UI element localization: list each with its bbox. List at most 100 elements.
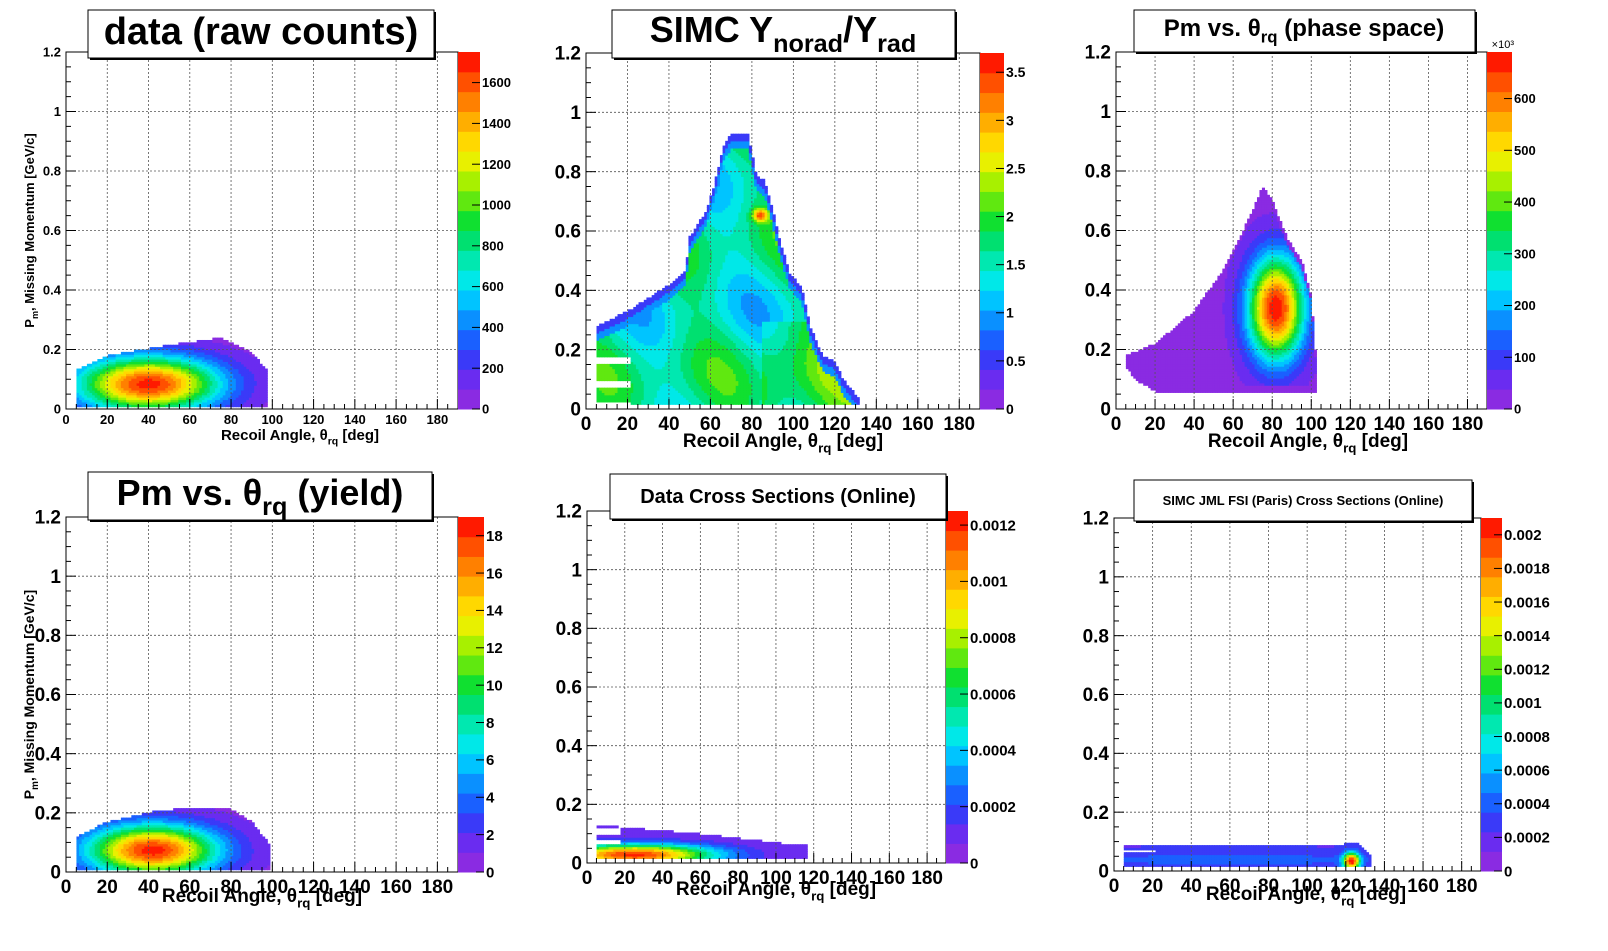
heatmap-cell bbox=[196, 392, 200, 396]
heatmap-cell bbox=[248, 392, 253, 396]
heatmap-cell bbox=[183, 347, 187, 351]
heatmap-cell bbox=[609, 344, 613, 348]
heatmap-cell bbox=[173, 399, 177, 403]
heatmap-cell bbox=[188, 389, 193, 393]
heatmap-cell bbox=[248, 370, 253, 374]
z-tick-label: 400 bbox=[482, 320, 504, 335]
heatmap-cell bbox=[141, 401, 145, 405]
heatmap-cell bbox=[147, 356, 151, 360]
heatmap-cell bbox=[220, 337, 224, 341]
heatmap-cell bbox=[243, 354, 247, 358]
heatmap-cell bbox=[167, 401, 172, 405]
heatmap-cell bbox=[248, 394, 253, 398]
heatmap-cell bbox=[207, 344, 211, 348]
heatmap-cell bbox=[178, 399, 182, 403]
heatmap-cell bbox=[246, 370, 250, 374]
heatmap-cell bbox=[105, 389, 109, 393]
heatmap-cell bbox=[118, 399, 122, 403]
heatmap-cell bbox=[186, 380, 190, 384]
heatmap-cell bbox=[638, 399, 642, 403]
heatmap-cell bbox=[617, 344, 621, 348]
heatmap-cell bbox=[612, 352, 616, 356]
heatmap-cell bbox=[131, 380, 135, 384]
heatmap-cell bbox=[243, 349, 247, 353]
heatmap-cell bbox=[625, 363, 629, 367]
heatmap-cell bbox=[635, 397, 640, 401]
heatmap-cell bbox=[84, 366, 88, 370]
heatmap-cell bbox=[204, 363, 208, 367]
heatmap-cell bbox=[604, 352, 608, 356]
heatmap-cell bbox=[222, 389, 227, 393]
heatmap-cell bbox=[259, 375, 263, 379]
heatmap-cell bbox=[614, 337, 619, 341]
heatmap-cell bbox=[233, 387, 237, 391]
heatmap-cell bbox=[638, 340, 642, 344]
heatmap-cell bbox=[107, 361, 112, 365]
heatmap-cell bbox=[173, 361, 177, 365]
heatmap-cell bbox=[92, 401, 96, 405]
heatmap-cell bbox=[233, 351, 237, 355]
heatmap-cell bbox=[173, 397, 177, 401]
heatmap-cell bbox=[238, 397, 242, 401]
heatmap-cell bbox=[222, 404, 227, 408]
heatmap-cell bbox=[113, 401, 117, 405]
heatmap-cell bbox=[154, 378, 159, 382]
heatmap-cell bbox=[609, 394, 613, 398]
heatmap-cell bbox=[243, 368, 247, 372]
heatmap-cell bbox=[139, 366, 143, 370]
heatmap-cell bbox=[243, 397, 247, 401]
heatmap-cell bbox=[160, 397, 164, 401]
heatmap-cell bbox=[638, 394, 642, 398]
heatmap-cell bbox=[635, 321, 640, 325]
heatmap-cell bbox=[149, 366, 153, 370]
heatmap-cell bbox=[630, 330, 634, 334]
heatmap-cell bbox=[199, 389, 203, 393]
heatmap-cell bbox=[246, 385, 250, 389]
heatmap-cell bbox=[102, 404, 106, 408]
heatmap-cell bbox=[256, 382, 260, 386]
heatmap-cell bbox=[612, 318, 616, 322]
heatmap-cell bbox=[113, 385, 117, 389]
heatmap-cell bbox=[162, 344, 166, 348]
heatmap-cell bbox=[207, 339, 211, 343]
heatmap-cell bbox=[207, 401, 211, 405]
heatmap-cell bbox=[614, 321, 619, 325]
heatmap-cell bbox=[256, 389, 260, 393]
heatmap-cell bbox=[628, 337, 632, 341]
heatmap-cell bbox=[141, 373, 145, 377]
heatmap-cell bbox=[94, 401, 98, 405]
heatmap-cell bbox=[238, 392, 242, 396]
heatmap-cell bbox=[191, 363, 195, 367]
heatmap-cell bbox=[196, 397, 200, 401]
heatmap-cell bbox=[212, 399, 216, 403]
heatmap-cell bbox=[217, 399, 221, 403]
heatmap-cell bbox=[633, 394, 637, 398]
heatmap-cell bbox=[94, 366, 98, 370]
heatmap-cell bbox=[186, 356, 190, 360]
heatmap-cell bbox=[259, 404, 263, 408]
heatmap-cell bbox=[149, 368, 153, 372]
heatmap-cell bbox=[201, 356, 206, 360]
heatmap-cell bbox=[607, 330, 611, 334]
heatmap-cell bbox=[251, 361, 255, 365]
heatmap-cell bbox=[120, 392, 125, 396]
heatmap-cell bbox=[228, 385, 232, 389]
heatmap-cell bbox=[233, 359, 237, 362]
heatmap-cell bbox=[113, 363, 117, 367]
heatmap-cell bbox=[149, 349, 153, 353]
heatmap-cell bbox=[173, 349, 177, 353]
heatmap-cell bbox=[604, 378, 608, 382]
heatmap-cell bbox=[217, 385, 221, 389]
heatmap-cell bbox=[251, 380, 255, 384]
heatmap-cell bbox=[633, 352, 637, 356]
heatmap-cell bbox=[635, 304, 640, 308]
heatmap-cell bbox=[204, 401, 208, 405]
heatmap-cell bbox=[204, 351, 208, 355]
heatmap-cell bbox=[139, 370, 143, 374]
heatmap-cell bbox=[180, 380, 185, 384]
heatmap-cell bbox=[243, 375, 247, 379]
heatmap-cell bbox=[115, 397, 119, 401]
heatmap-cell bbox=[188, 344, 193, 348]
heatmap-cell bbox=[254, 399, 258, 403]
heatmap-cell bbox=[144, 387, 148, 391]
